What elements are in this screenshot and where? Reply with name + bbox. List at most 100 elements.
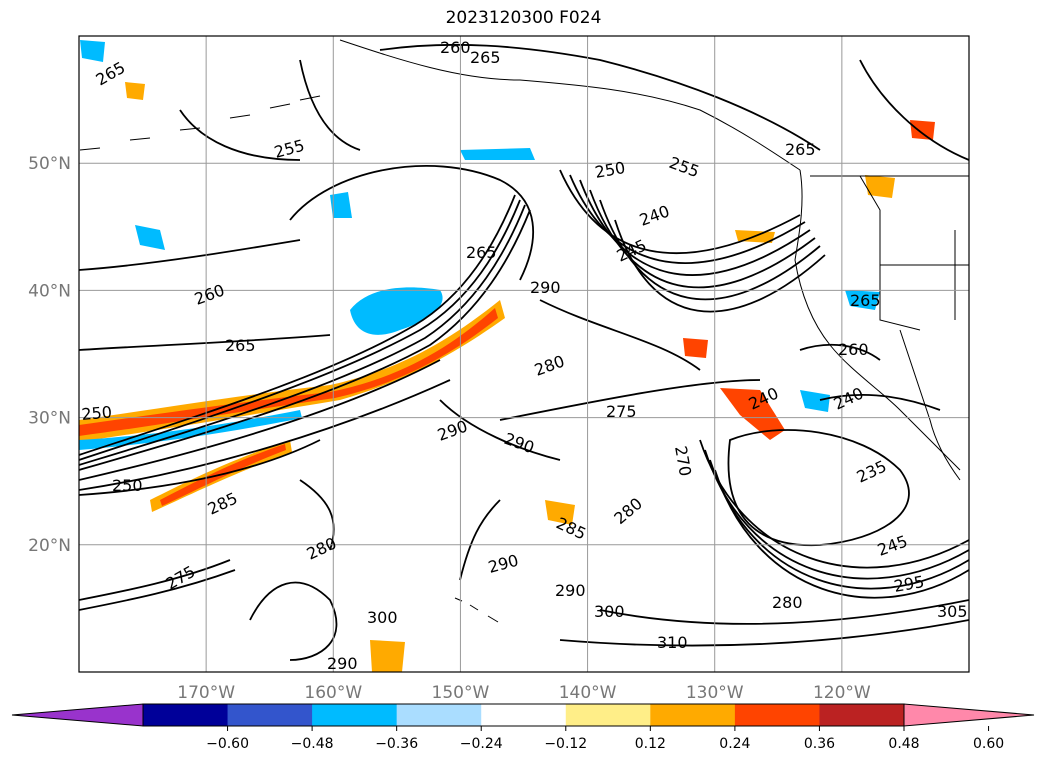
latitude-labels: 20°N 30°N 40°N 50°N [28, 154, 71, 556]
baja-coast [899, 329, 961, 481]
contour-label: 265 [466, 243, 497, 262]
colorbar-tick-label: 0.24 [719, 736, 750, 752]
contour-label: 300 [367, 608, 398, 627]
shade-blue-4 [330, 192, 352, 218]
contour-label-group: 265 265 265 265 265 265 260 260 260 255 … [81, 38, 968, 672]
map-title: 2023120300 F024 [445, 8, 602, 28]
map-frame [78, 35, 970, 673]
colorbar-extend-max [903, 703, 1035, 727]
contour-line [859, 59, 969, 161]
state-border-2 [879, 265, 921, 331]
colorbar-segment [734, 704, 820, 726]
map-area [79, 36, 969, 672]
contour-label: 260 [440, 38, 471, 57]
contour-line [799, 343, 881, 361]
contour-line [249, 581, 338, 661]
contour-line [79, 239, 301, 271]
colorbar-outline [142, 703, 905, 727]
contour-label: 265 [470, 48, 501, 67]
contour-line [589, 189, 816, 289]
contour-line [599, 599, 969, 625]
longitude-label: 130°W [686, 683, 744, 703]
contour-line [819, 393, 941, 411]
longitude-label: 160°W [304, 683, 362, 703]
shade-orange-5 [910, 120, 935, 140]
contour-line [79, 559, 231, 601]
colorbar-segment [396, 704, 482, 726]
contour-line [499, 379, 761, 421]
colorbar-tick-label: −0.48 [291, 736, 334, 752]
longitude-label: 150°W [432, 683, 490, 703]
colorbar-tick-label: 0.60 [973, 736, 1004, 752]
alaska-coast [339, 39, 801, 171]
shade-orange-3 [545, 500, 575, 525]
shade-blue-8 [80, 40, 105, 62]
contour-label: 260 [838, 340, 869, 359]
longitude-label: 140°W [559, 683, 617, 703]
shade-jet-core-1 [79, 300, 505, 442]
contour-line [459, 499, 501, 581]
contour-line [79, 359, 441, 481]
shade-blue-2 [460, 148, 535, 160]
shade-blue-6 [800, 390, 830, 412]
latitude-label: 20°N [28, 536, 71, 556]
colorbar-segment [481, 704, 567, 726]
contour-label: 305 [937, 602, 968, 621]
west-coast [794, 169, 961, 471]
contour-label: 265 [225, 336, 256, 355]
contour-line [79, 199, 521, 461]
shade-jet-core-2 [79, 308, 498, 436]
contour-label: 290 [555, 581, 586, 600]
contour-line [714, 469, 969, 599]
colorbar-tick-label: −0.24 [460, 736, 503, 752]
colorbar-segment [143, 704, 229, 726]
contour-line [79, 379, 451, 491]
contour-line [599, 199, 821, 301]
contour-label: 250 [81, 402, 113, 424]
contour-line [559, 169, 801, 255]
longitude-label: 170°W [177, 683, 235, 703]
colorbar-tick-label: −0.36 [375, 736, 418, 752]
latitude-label: 30°N [28, 409, 71, 429]
contour-label: 250 [112, 476, 143, 495]
contour-line [79, 334, 331, 351]
coastlines [79, 39, 969, 623]
contour-line [79, 209, 531, 471]
gridlines [79, 36, 969, 672]
shade-orange-6 [370, 640, 405, 672]
state-border-1 [859, 175, 969, 266]
contour-line [439, 399, 561, 461]
longitude-label: 120°W [813, 683, 871, 703]
aleutian-islands [79, 95, 321, 151]
latitude-label: 40°N [28, 281, 71, 301]
contour-label: 275 [606, 402, 637, 421]
contour-line [614, 219, 826, 313]
shade-blue-1 [350, 287, 443, 335]
contour-line [79, 204, 526, 466]
colorbar-tick-label: −0.60 [206, 736, 249, 752]
contour-line [299, 59, 361, 151]
colorbar-segment [565, 704, 651, 726]
colorbar-tick-label: −0.12 [544, 736, 587, 752]
contour-label: 310 [657, 633, 688, 652]
contour-line [179, 109, 301, 161]
longitude-labels: 170°W 160°W 150°W 140°W 130°W 120°W [177, 683, 871, 703]
contour-line [79, 439, 321, 496]
contour-line [79, 194, 516, 456]
contour-line [727, 429, 910, 547]
colorbar-segment [312, 704, 398, 726]
colorbar-segment [819, 704, 905, 726]
shade-blue-7 [845, 290, 880, 310]
contour-lines [79, 43, 969, 661]
shade-blue-3 [135, 225, 165, 250]
contour-line [379, 43, 821, 151]
contour-label: 300 [594, 602, 625, 621]
contour-line [579, 179, 811, 276]
shade-orange-4 [865, 175, 895, 198]
colorbar: −0.60 −0.48 −0.36 −0.24 −0.12 0.12 0.24 0.36 0.4… [11, 703, 1035, 752]
colorbar-segment [650, 704, 736, 726]
contour-label: 290 [530, 278, 561, 297]
colorbar-extend-min [11, 703, 144, 727]
contour-line [289, 165, 535, 281]
